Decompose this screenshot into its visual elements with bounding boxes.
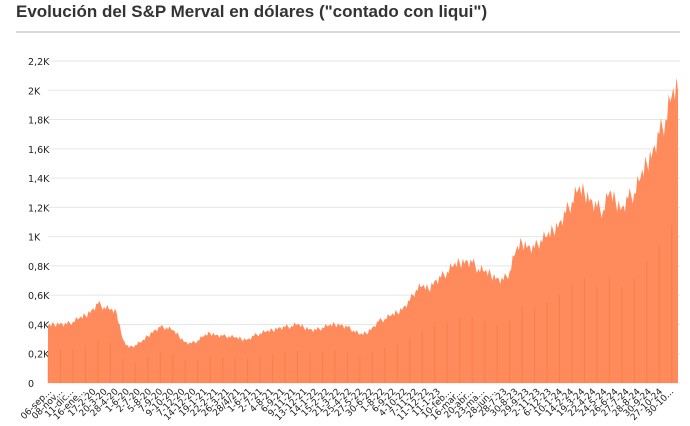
y-tick-label: 0,6K — [28, 291, 50, 302]
y-tick-label: 0,8K — [28, 262, 50, 273]
merval-area-series — [48, 77, 678, 384]
title-divider — [16, 31, 680, 33]
y-axis: 0 0,2K 0,4K 0,6K 0,8K 1K 1,2K 1,4K 1,6K 1,8K 2K 2,2… — [28, 57, 50, 390]
x-axis: 06-sep...08-nov...11-dic...16-ene...17-2… — [19, 387, 676, 423]
chart-title: Evolución del S&P Merval en dólares ("co… — [16, 2, 488, 21]
y-tick-label: 1,8K — [28, 116, 50, 127]
y-tick-label: 0,4K — [28, 320, 50, 331]
y-tick-label: 0,2K — [28, 350, 50, 361]
y-tick-label: 1,4K — [28, 174, 50, 185]
y-tick-label: 1,6K — [28, 145, 50, 156]
y-tick-label: 2,2K — [28, 57, 50, 68]
y-tick-label: 2K — [28, 86, 41, 97]
gridlines — [48, 60, 680, 384]
y-tick-label: 1K — [28, 233, 41, 244]
plot-area — [47, 77, 678, 384]
y-tick-label: 1,2K — [28, 203, 50, 214]
y-tick-label: 0 — [28, 379, 34, 390]
